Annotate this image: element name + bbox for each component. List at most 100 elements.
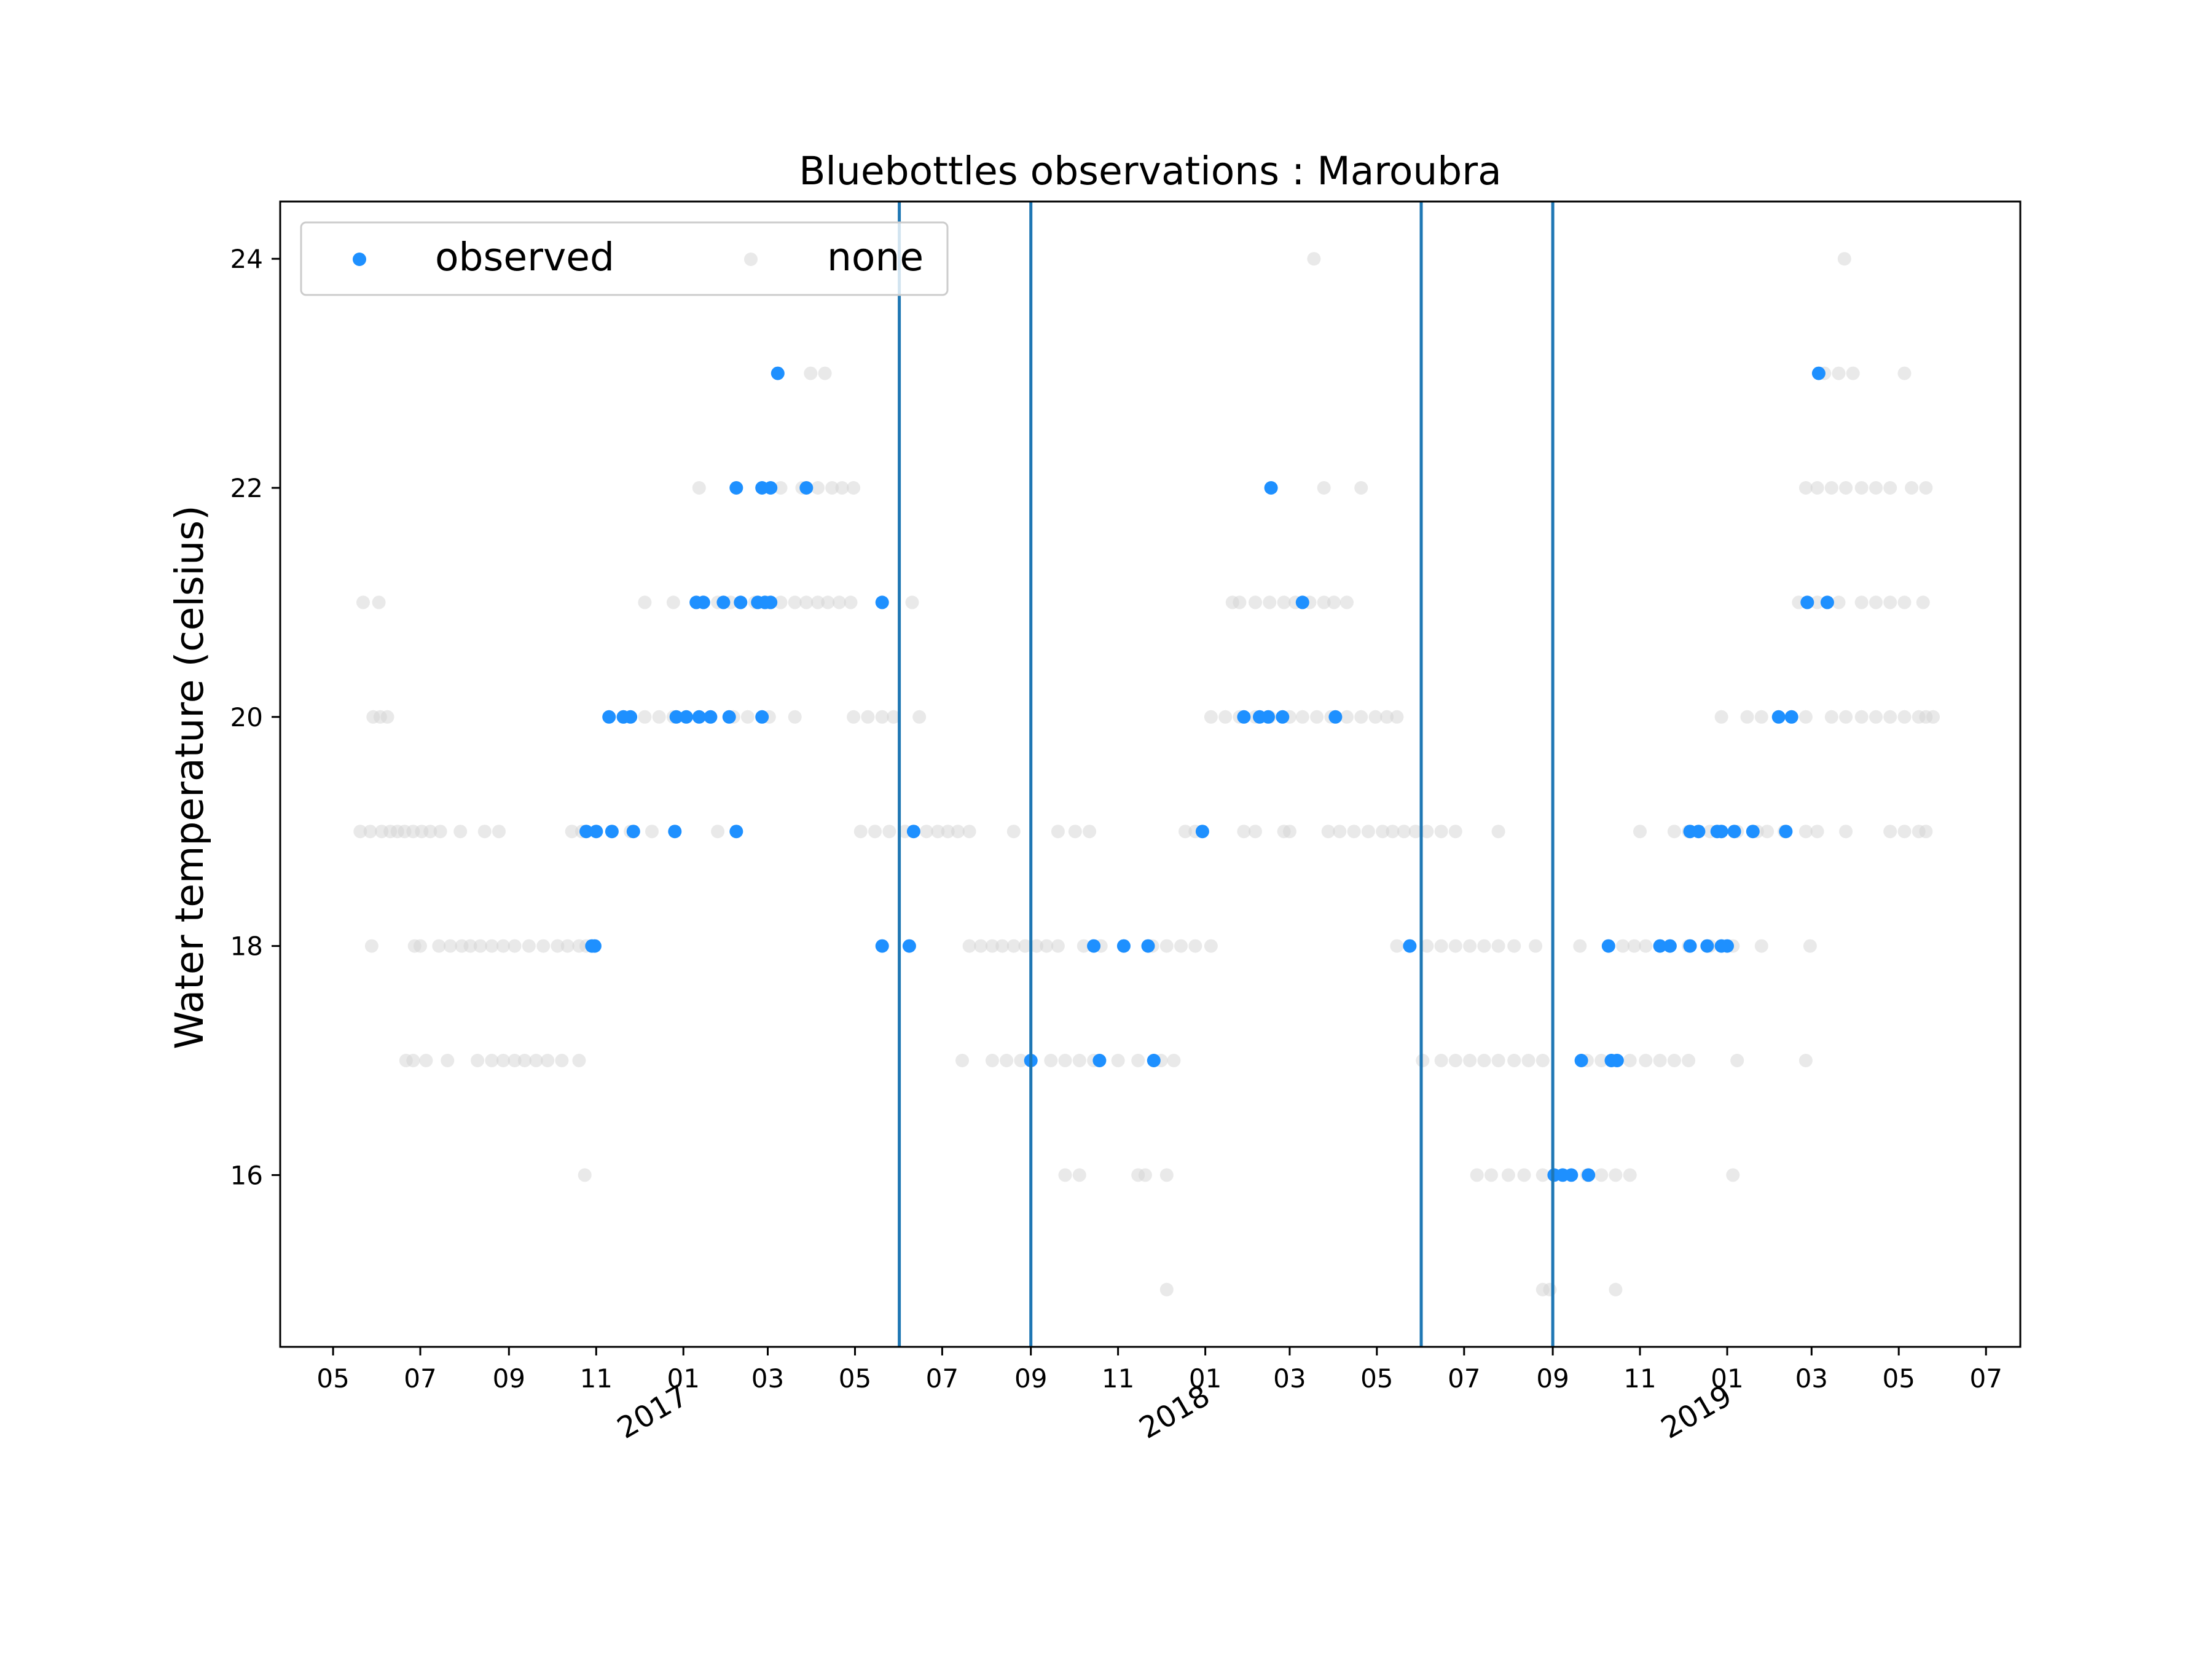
point-observed bbox=[906, 825, 920, 839]
point-none bbox=[1249, 595, 1262, 610]
point-none bbox=[1854, 481, 1869, 495]
point-observed bbox=[1264, 481, 1278, 495]
point-none bbox=[492, 825, 506, 839]
point-none bbox=[485, 939, 499, 953]
point-observed bbox=[755, 710, 769, 724]
point-none bbox=[912, 710, 927, 724]
point-none bbox=[1368, 710, 1382, 724]
point-none bbox=[1714, 710, 1728, 724]
point-none bbox=[1233, 595, 1247, 610]
x-tick-label: 01 bbox=[667, 1363, 699, 1394]
point-none bbox=[1616, 939, 1630, 953]
point-none bbox=[1420, 825, 1434, 839]
point-observed bbox=[1195, 825, 1209, 839]
point-none bbox=[652, 710, 666, 724]
point-observed bbox=[626, 825, 640, 839]
point-none bbox=[565, 825, 579, 839]
point-none bbox=[868, 825, 882, 839]
point-observed bbox=[764, 481, 778, 495]
point-none bbox=[1159, 1282, 1174, 1296]
point-none bbox=[638, 710, 652, 724]
x-tick-label: 03 bbox=[1273, 1363, 1306, 1394]
point-none bbox=[551, 939, 565, 953]
point-none bbox=[1897, 595, 1912, 610]
point-none bbox=[1919, 481, 1933, 495]
point-none bbox=[1333, 825, 1347, 839]
point-none bbox=[1408, 825, 1422, 839]
x-tick-label: 01 bbox=[1711, 1363, 1743, 1394]
point-none bbox=[496, 1054, 510, 1067]
point-none bbox=[1798, 1054, 1813, 1067]
point-none bbox=[1006, 825, 1021, 839]
point-observed bbox=[1771, 710, 1786, 724]
point-none bbox=[1204, 710, 1218, 724]
point-observed bbox=[696, 595, 710, 610]
x-tick-label: 05 bbox=[1882, 1363, 1915, 1394]
point-none bbox=[560, 939, 575, 953]
point-observed bbox=[1276, 710, 1290, 724]
point-none bbox=[887, 710, 901, 724]
point-none bbox=[1159, 939, 1174, 953]
point-none bbox=[1543, 1282, 1557, 1296]
point-none bbox=[1179, 825, 1192, 839]
point-none bbox=[1477, 1054, 1491, 1067]
point-none bbox=[811, 481, 825, 495]
point-none bbox=[572, 1054, 586, 1067]
point-none bbox=[1058, 1054, 1072, 1067]
x-tick-label: 11 bbox=[580, 1363, 613, 1394]
point-observed bbox=[1582, 1168, 1596, 1182]
point-observed bbox=[602, 710, 616, 724]
point-none bbox=[1317, 481, 1331, 495]
point-none bbox=[1340, 595, 1354, 610]
point-none bbox=[962, 939, 976, 953]
point-none bbox=[406, 1054, 420, 1067]
point-observed bbox=[1653, 939, 1667, 953]
point-none bbox=[1354, 481, 1368, 495]
point-none bbox=[1376, 825, 1390, 839]
point-none bbox=[1854, 595, 1869, 610]
point-none bbox=[1726, 1168, 1740, 1182]
x-tick-label: 07 bbox=[1969, 1363, 2002, 1394]
point-observed bbox=[1328, 710, 1343, 724]
point-none bbox=[1204, 939, 1218, 953]
point-observed bbox=[1727, 825, 1741, 839]
point-none bbox=[1317, 595, 1331, 610]
point-none bbox=[1846, 366, 1860, 380]
point-none bbox=[1507, 939, 1521, 953]
point-none bbox=[1837, 252, 1851, 266]
point-observed bbox=[875, 939, 889, 953]
point-none bbox=[1609, 1168, 1623, 1182]
point-observed bbox=[669, 710, 683, 724]
point-none bbox=[1167, 1054, 1181, 1067]
point-none bbox=[1277, 595, 1291, 610]
point-none bbox=[847, 481, 861, 495]
point-none bbox=[1072, 1168, 1086, 1182]
point-none bbox=[853, 825, 868, 839]
point-none bbox=[1740, 710, 1754, 724]
point-none bbox=[364, 939, 378, 953]
point-none bbox=[1919, 825, 1933, 839]
point-none bbox=[985, 939, 999, 953]
point-observed bbox=[1663, 939, 1677, 953]
x-tick-label: 05 bbox=[316, 1363, 349, 1394]
point-none bbox=[1397, 825, 1411, 839]
point-none bbox=[1295, 710, 1309, 724]
point-none bbox=[844, 595, 858, 610]
point-none bbox=[541, 1054, 555, 1067]
point-none bbox=[1018, 939, 1032, 953]
point-none bbox=[1916, 595, 1930, 610]
legend-marker-none bbox=[744, 253, 758, 266]
point-observed bbox=[1683, 939, 1697, 953]
points-layer bbox=[353, 252, 1940, 1296]
point-none bbox=[645, 825, 659, 839]
point-observed bbox=[692, 710, 706, 724]
point-none bbox=[441, 1054, 455, 1067]
point-none bbox=[1138, 1168, 1152, 1182]
y-tick-label: 18 bbox=[230, 931, 263, 962]
point-none bbox=[1491, 939, 1505, 953]
point-none bbox=[1051, 939, 1065, 953]
point-none bbox=[1249, 825, 1262, 839]
x-tick-label: 11 bbox=[1623, 1363, 1656, 1394]
point-observed bbox=[1141, 939, 1155, 953]
